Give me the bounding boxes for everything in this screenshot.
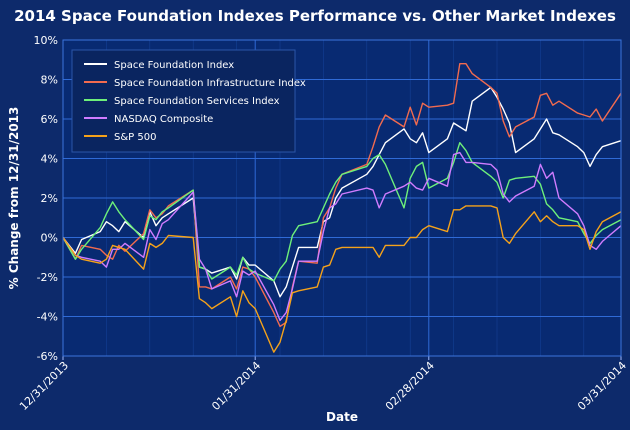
y-tick-label: 8%	[41, 74, 58, 87]
y-tick-label: 10%	[34, 34, 58, 47]
series-lines	[62, 63, 622, 353]
series-line-3	[62, 151, 622, 322]
legend-box	[71, 49, 296, 153]
y-tick-label: 4%	[41, 153, 58, 166]
legend-item-label: S&P 500	[114, 132, 156, 143]
series-line-1	[62, 63, 622, 328]
legend-item-label: Space Foundation Infrastructure Index	[114, 78, 306, 89]
plot-border	[62, 39, 622, 357]
series-line-0	[62, 86, 622, 298]
legend-item-label: NASDAQ Composite	[114, 114, 213, 125]
y-tick-label: -6%	[37, 350, 58, 363]
legend-item-label: Space Foundation Index	[114, 60, 234, 71]
y-tick-label: 2%	[41, 192, 58, 205]
series-line-4	[62, 205, 622, 353]
y-tick-label: -4%	[37, 311, 58, 324]
chart-title: 2014 Space Foundation Indexes Performanc…	[14, 7, 616, 25]
y-tick-label: -2%	[37, 271, 58, 284]
y-axis-label: % Change from 12/31/2013	[7, 107, 21, 290]
legend-item-label: Space Foundation Services Index	[114, 96, 280, 107]
y-tick-label: 6%	[41, 113, 58, 126]
series-line-2	[62, 141, 622, 282]
x-axis-label: Date	[326, 410, 358, 424]
y-tick-label: 0%	[41, 232, 58, 245]
legend: Space Foundation Index Space Foundation I…	[71, 49, 306, 153]
